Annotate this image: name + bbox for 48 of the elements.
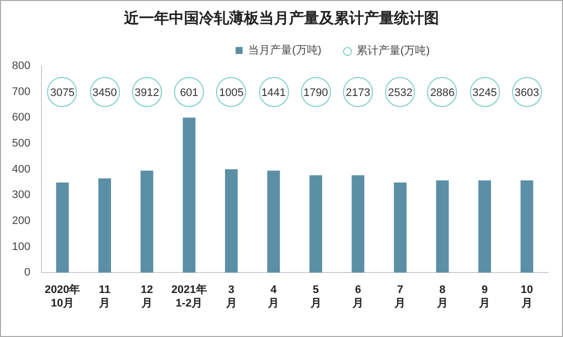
y-tick-label: 200 <box>12 214 30 227</box>
bar <box>478 180 491 273</box>
y-tick-label: 500 <box>12 138 30 150</box>
x-tick-label: 5 月 <box>309 284 322 310</box>
x-tick-label: 11 月 <box>98 284 111 310</box>
x-tick-label: 4 月 <box>267 284 280 310</box>
data-label: 3450 <box>90 76 120 107</box>
data-label: 2532 <box>385 76 416 107</box>
y-tick-label: 800 <box>12 60 30 72</box>
bar <box>394 182 407 273</box>
y-tick-label: 400 <box>12 163 30 176</box>
bar <box>140 170 154 273</box>
bar <box>267 170 280 273</box>
y-tick-label: 0 <box>24 266 30 279</box>
data-label: 3912 <box>132 76 162 107</box>
bar <box>56 182 69 273</box>
bar <box>436 180 449 273</box>
legend-label: 累计产量(万吨) <box>355 45 430 57</box>
data-label: 601 <box>174 76 204 107</box>
data-label: 2173 <box>343 76 373 107</box>
bar <box>225 169 238 273</box>
bar <box>98 178 112 273</box>
x-tick-label: 6 月 <box>352 284 364 310</box>
y-tick-label: 300 <box>12 189 30 202</box>
legend-label: 当月产量(万吨) <box>248 44 322 57</box>
x-tick-label: 8 月 <box>436 284 448 310</box>
data-label: 1441 <box>258 76 289 107</box>
bar <box>182 118 196 273</box>
x-tick-label: 10 月 <box>520 284 534 310</box>
x-tick-label: 7 月 <box>394 284 406 310</box>
data-label: 1005 <box>216 76 246 107</box>
data-label: 2886 <box>427 76 458 107</box>
bar <box>520 180 534 273</box>
y-tick-label: 600 <box>12 112 30 124</box>
data-label: 3245 <box>470 76 500 107</box>
chart-title: 近一年中国冷轧薄板当月产量及累计产量统计图 <box>123 9 440 28</box>
data-label: 3075 <box>47 76 78 107</box>
x-tick-label: 9 月 <box>478 284 490 310</box>
x-tick-label: 2020年 10月 <box>44 283 80 310</box>
y-tick-label: 100 <box>12 240 30 253</box>
x-tick-label: 12 月 <box>140 284 154 310</box>
data-label: 1790 <box>300 76 331 107</box>
x-tick-label: 3 月 <box>224 284 237 310</box>
bar <box>352 175 364 273</box>
data-label: 3603 <box>512 76 542 107</box>
x-tick-label: 2021年 1-2月 <box>171 283 207 310</box>
bar <box>309 175 322 273</box>
y-tick-label: 700 <box>12 86 30 98</box>
